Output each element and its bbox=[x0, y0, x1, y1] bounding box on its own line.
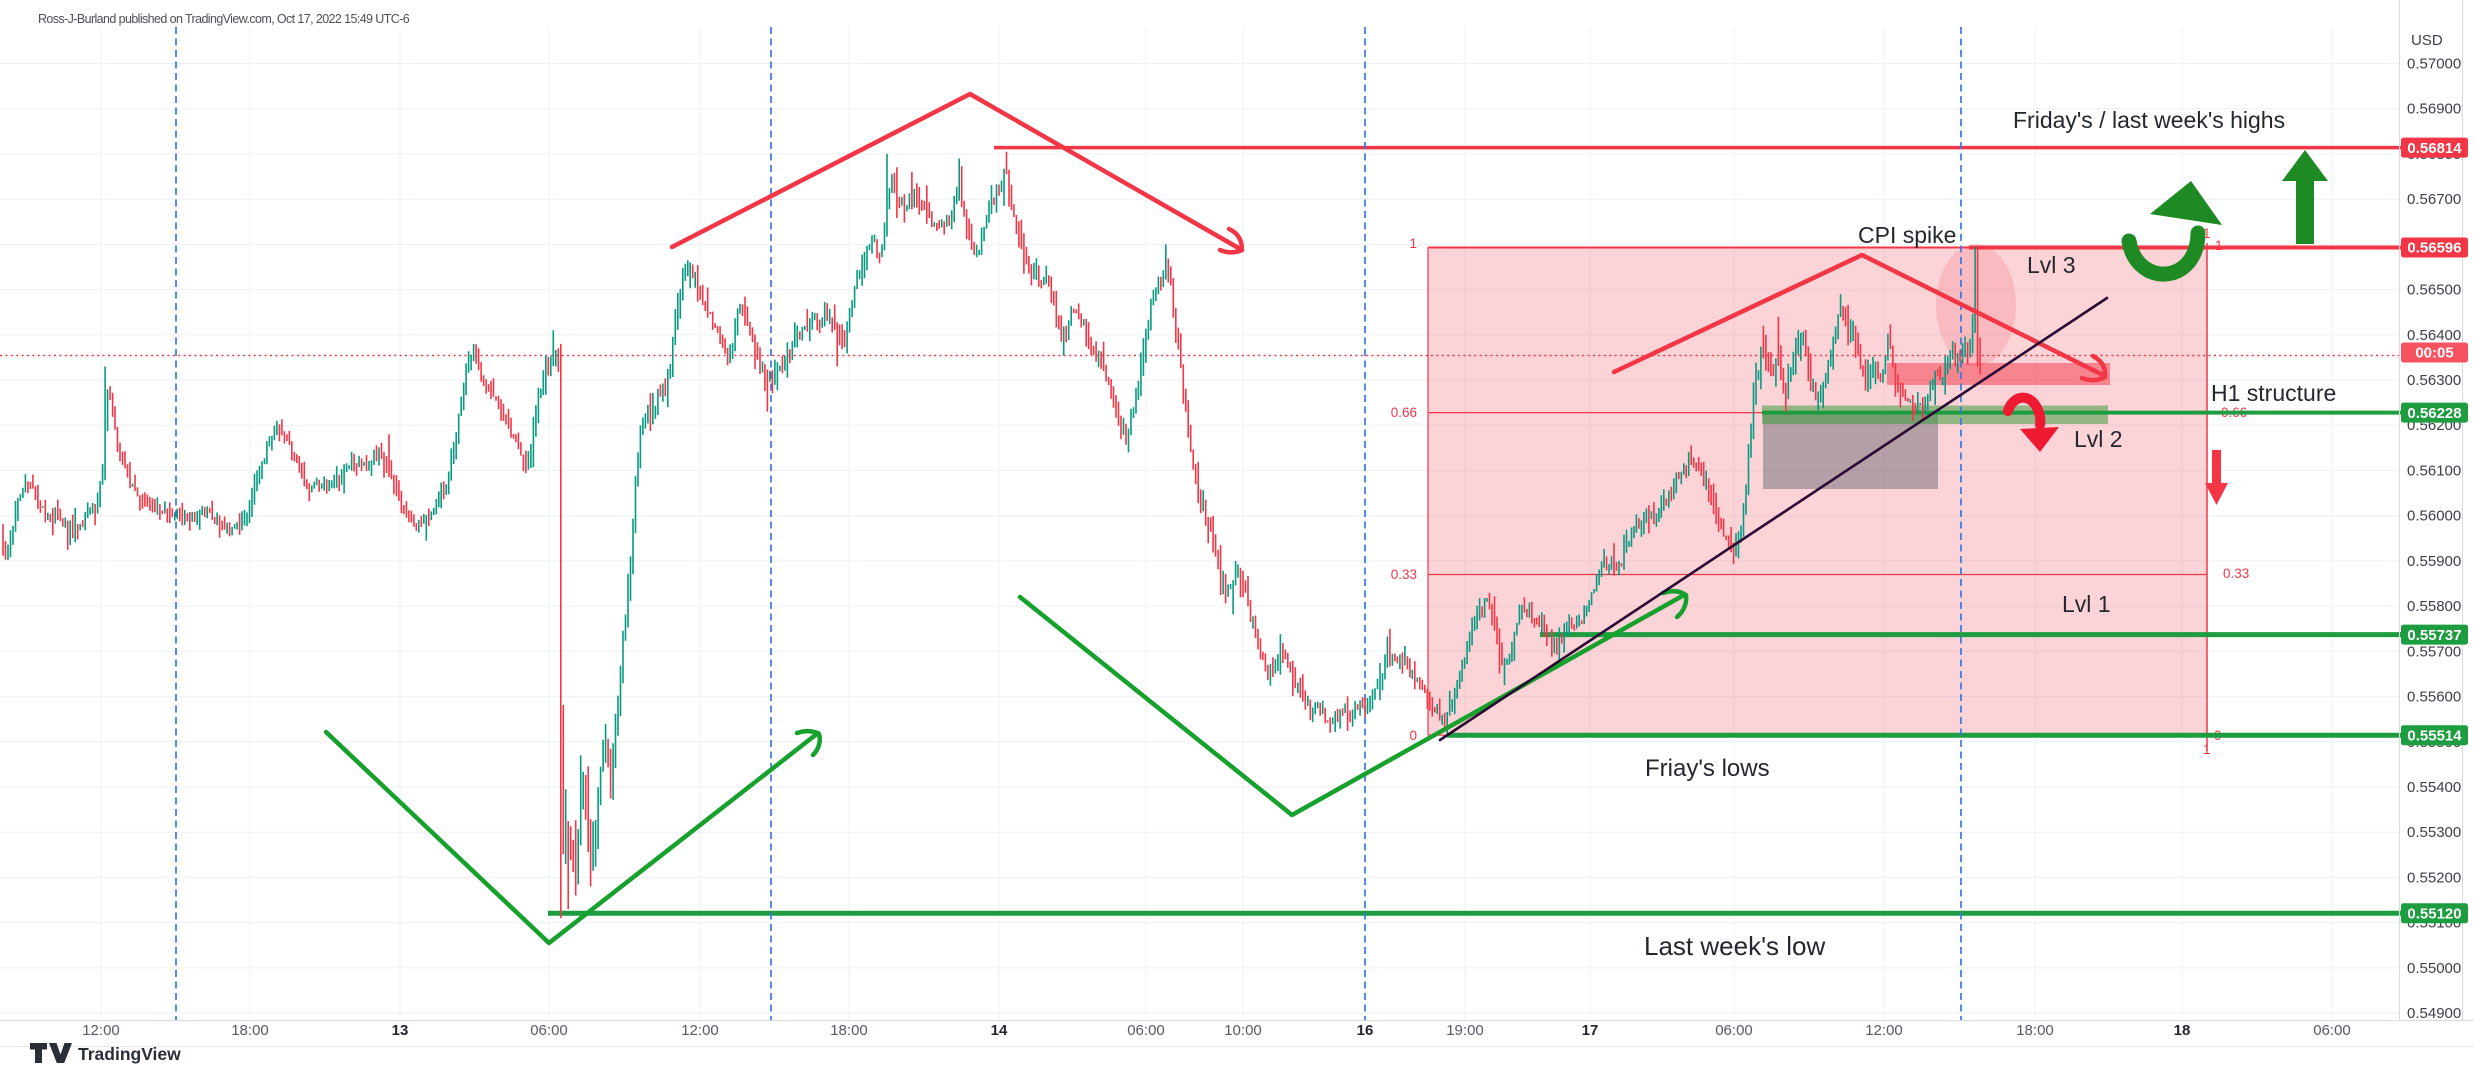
svg-text:0.56596: 0.56596 bbox=[2407, 240, 2461, 257]
svg-text:0.56300: 0.56300 bbox=[2407, 372, 2461, 389]
svg-text:10:00: 10:00 bbox=[1224, 1022, 1262, 1039]
svg-text:0: 0 bbox=[1409, 728, 1417, 743]
svg-text:Lvl 2: Lvl 2 bbox=[2074, 426, 2123, 452]
svg-text:TradingView: TradingView bbox=[78, 1044, 181, 1064]
svg-text:0.56100: 0.56100 bbox=[2407, 463, 2461, 480]
svg-text:19:00: 19:00 bbox=[1446, 1022, 1484, 1039]
svg-text:06:00: 06:00 bbox=[1715, 1022, 1753, 1039]
svg-text:Friday's / last week's highs: Friday's / last week's highs bbox=[2013, 107, 2285, 133]
svg-text:0.55000: 0.55000 bbox=[2407, 960, 2461, 977]
svg-text:0.56228: 0.56228 bbox=[2407, 405, 2461, 422]
svg-text:0.55200: 0.55200 bbox=[2407, 869, 2461, 886]
svg-text:1: 1 bbox=[2203, 742, 2211, 757]
svg-text:18:00: 18:00 bbox=[231, 1022, 269, 1039]
svg-text:0.55300: 0.55300 bbox=[2407, 824, 2461, 841]
svg-text:0.33: 0.33 bbox=[1391, 567, 1417, 582]
svg-text:0.55400: 0.55400 bbox=[2407, 779, 2461, 796]
svg-text:0.55737: 0.55737 bbox=[2407, 627, 2461, 644]
svg-text:06:00: 06:00 bbox=[1127, 1022, 1165, 1039]
svg-text:18:00: 18:00 bbox=[2016, 1022, 2054, 1039]
svg-text:1: 1 bbox=[2203, 226, 2211, 241]
svg-text:Last week's low: Last week's low bbox=[1644, 931, 1825, 961]
svg-text:0.56814: 0.56814 bbox=[2407, 140, 2462, 157]
svg-text:12:00: 12:00 bbox=[681, 1022, 719, 1039]
svg-text:14: 14 bbox=[991, 1022, 1008, 1039]
svg-text:13: 13 bbox=[392, 1022, 409, 1039]
svg-text:18: 18 bbox=[2174, 1022, 2191, 1039]
svg-text:0.55900: 0.55900 bbox=[2407, 553, 2461, 570]
svg-text:1: 1 bbox=[1409, 236, 1417, 251]
svg-text:06:00: 06:00 bbox=[530, 1022, 568, 1039]
svg-text:0.56400: 0.56400 bbox=[2407, 327, 2461, 344]
svg-text:Friay's lows: Friay's lows bbox=[1645, 755, 1770, 782]
svg-text:0.33: 0.33 bbox=[2223, 566, 2249, 581]
svg-text:0.56700: 0.56700 bbox=[2407, 191, 2461, 208]
svg-text:H1 structure: H1 structure bbox=[2211, 380, 2336, 406]
svg-text:0.54900: 0.54900 bbox=[2407, 1005, 2461, 1022]
svg-text:12:00: 12:00 bbox=[82, 1022, 120, 1039]
svg-text:17: 17 bbox=[1582, 1022, 1599, 1039]
svg-text:Ross-J-Burland published on Tr: Ross-J-Burland published on TradingView.… bbox=[38, 12, 410, 26]
svg-text:0.57000: 0.57000 bbox=[2407, 56, 2461, 73]
svg-text:CPI spike: CPI spike bbox=[1858, 222, 1956, 248]
svg-text:0.55514: 0.55514 bbox=[2407, 727, 2462, 744]
svg-text:06:00: 06:00 bbox=[2313, 1022, 2351, 1039]
svg-text:0.56500: 0.56500 bbox=[2407, 282, 2461, 299]
svg-text:Lvl 1: Lvl 1 bbox=[2062, 591, 2111, 617]
svg-text:16: 16 bbox=[1357, 1022, 1374, 1039]
svg-text:0.55800: 0.55800 bbox=[2407, 598, 2461, 615]
svg-text:0.55120: 0.55120 bbox=[2407, 905, 2461, 922]
svg-text:12:00: 12:00 bbox=[1865, 1022, 1903, 1039]
svg-text:Lvl 3: Lvl 3 bbox=[2027, 252, 2076, 278]
svg-text:0.56000: 0.56000 bbox=[2407, 508, 2461, 525]
svg-text:0.55600: 0.55600 bbox=[2407, 689, 2461, 706]
svg-text:0.55700: 0.55700 bbox=[2407, 643, 2461, 660]
svg-text:0.66: 0.66 bbox=[1391, 405, 1417, 420]
svg-text:00:05: 00:05 bbox=[2415, 345, 2453, 362]
svg-text:18:00: 18:00 bbox=[830, 1022, 868, 1039]
svg-text:USD: USD bbox=[2411, 32, 2443, 49]
svg-text:0.56900: 0.56900 bbox=[2407, 101, 2461, 118]
